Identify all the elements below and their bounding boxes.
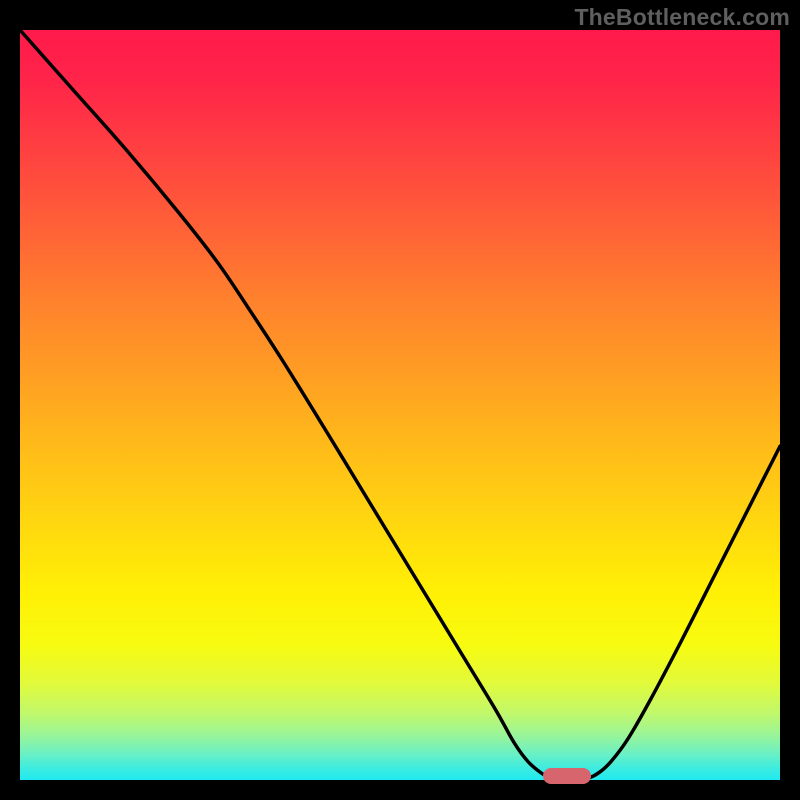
bottleneck-curve	[20, 30, 780, 780]
plot-area	[20, 30, 780, 780]
watermark-text: TheBottleneck.com	[574, 4, 790, 31]
chart-canvas: TheBottleneck.com	[0, 0, 800, 800]
optimal-marker	[543, 768, 591, 784]
curve-overlay	[20, 30, 780, 780]
